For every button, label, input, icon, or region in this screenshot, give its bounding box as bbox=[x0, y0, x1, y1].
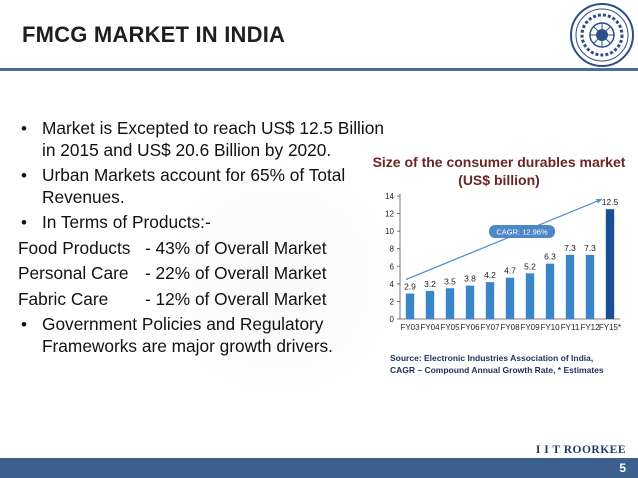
x-tick-label: FY10 bbox=[540, 323, 560, 332]
footer-bar bbox=[0, 458, 638, 478]
bar-fy04 bbox=[425, 290, 435, 319]
data-label: 4.7 bbox=[504, 266, 516, 276]
y-tick-label: 2 bbox=[390, 297, 395, 306]
consumer-durables-chart: Size of the consumer durables market (US… bbox=[368, 152, 630, 380]
y-tick-label: 6 bbox=[390, 262, 395, 271]
product-label: Personal Care bbox=[18, 263, 129, 283]
x-tick-label: FY12 bbox=[580, 323, 600, 332]
product-value: - 22% of Overall Market bbox=[145, 263, 327, 283]
x-tick-label: FY06 bbox=[460, 323, 480, 332]
cagr-annotation-text: CAGR: 12.96% bbox=[496, 227, 548, 236]
bar-fy03 bbox=[405, 293, 415, 319]
chart-source-line-2: CAGR – Compound Annual Growth Rate, * Es… bbox=[390, 365, 604, 375]
y-tick-label: 0 bbox=[390, 315, 395, 324]
product-label: Fabric Care bbox=[18, 288, 109, 309]
chart-source-line-1: Source: Electronic Industries Associatio… bbox=[390, 353, 593, 363]
bar-fy12 bbox=[585, 254, 595, 319]
bar-fy09 bbox=[525, 273, 535, 319]
data-label: 6.3 bbox=[544, 252, 556, 262]
data-label: 5.2 bbox=[524, 261, 536, 271]
data-label: 3.8 bbox=[464, 274, 476, 284]
data-label: 2.9 bbox=[404, 282, 416, 292]
product-share-fabric-care: Fabric Care - 12% of Overall Market bbox=[18, 289, 388, 311]
bar-fy06 bbox=[465, 285, 475, 319]
chart-title-line-2: (US$ billion) bbox=[458, 172, 540, 188]
bar-fy05 bbox=[445, 288, 455, 319]
bar-fy08 bbox=[505, 277, 515, 319]
slide-title: FMCG MARKET IN INDIA bbox=[22, 22, 286, 47]
product-share-food: Food Products - 43% of Overall Market bbox=[18, 238, 388, 260]
product-label: Food Products bbox=[18, 237, 131, 258]
chart-title-line-1: Size of the consumer durables market bbox=[373, 154, 626, 170]
y-tick-label: 10 bbox=[385, 227, 394, 236]
x-tick-label: FY04 bbox=[420, 323, 440, 332]
y-tick-label: 14 bbox=[385, 192, 394, 201]
content-bullets: Market is Excepted to reach US$ 12.5 Bil… bbox=[18, 118, 388, 361]
data-label: 4.2 bbox=[484, 270, 496, 280]
x-tick-label: FY05 bbox=[440, 323, 460, 332]
product-value: - 12% of Overall Market bbox=[145, 288, 327, 309]
y-tick-label: 8 bbox=[390, 245, 395, 254]
product-share-personal-care: Personal Care - 22% of Overall Market bbox=[18, 263, 388, 285]
x-tick-label: FY09 bbox=[520, 323, 540, 332]
bullet-growth-drivers: Government Policies and Regulatory Frame… bbox=[18, 314, 388, 357]
product-value: - 43% of Overall Market bbox=[145, 237, 327, 258]
cagr-trend-line bbox=[405, 198, 603, 281]
bar-fy10 bbox=[545, 263, 555, 319]
data-label: 7.3 bbox=[564, 243, 576, 253]
bullet-market-forecast: Market is Excepted to reach US$ 12.5 Bil… bbox=[18, 118, 388, 161]
bar-fy11 bbox=[565, 254, 575, 319]
y-tick-label: 4 bbox=[390, 280, 395, 289]
chart-svg: Size of the consumer durables market (US… bbox=[373, 154, 626, 375]
bar-fy15-est bbox=[605, 209, 615, 319]
x-tick-label: FY07 bbox=[480, 323, 500, 332]
bar-fy07 bbox=[485, 282, 495, 319]
data-label: 12.5 bbox=[602, 197, 619, 207]
data-label: 3.2 bbox=[424, 279, 436, 289]
bullet-products-heading: In Terms of Products:- bbox=[18, 212, 388, 234]
y-tick-label: 12 bbox=[385, 210, 394, 219]
title-divider bbox=[0, 68, 638, 71]
cagr-annotation-box bbox=[489, 224, 555, 238]
footer-brand: I I T ROORKEE bbox=[535, 444, 626, 456]
cagr-arrow-head bbox=[596, 198, 602, 204]
institute-seal-icon bbox=[570, 3, 634, 67]
x-tick-label: FY08 bbox=[500, 323, 520, 332]
bullet-urban-share: Urban Markets account for 65% of Total R… bbox=[18, 165, 388, 208]
data-label: 7.3 bbox=[584, 243, 596, 253]
page-number: 5 bbox=[619, 461, 626, 475]
x-tick-label: FY15* bbox=[599, 323, 621, 332]
x-tick-label: FY11 bbox=[561, 323, 580, 332]
data-label: 3.5 bbox=[444, 276, 456, 286]
x-tick-label: FY03 bbox=[400, 323, 420, 332]
